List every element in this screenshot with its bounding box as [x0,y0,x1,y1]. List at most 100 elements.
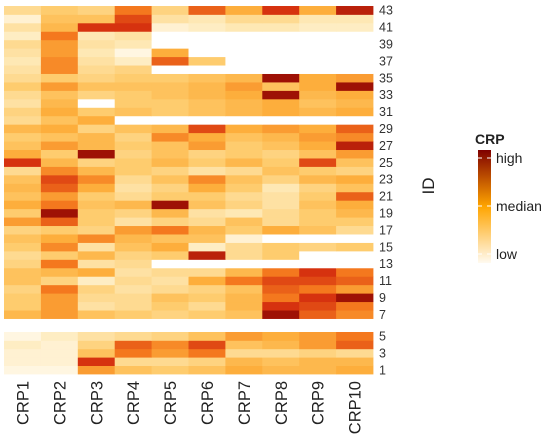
heatmap-cell [77,200,116,210]
heatmap-cell [225,191,263,201]
heatmap-cell [77,357,116,366]
heatmap-cell [4,141,42,151]
heatmap-cell [114,284,152,294]
heatmap-cell [225,208,263,218]
heatmap-cell [299,98,337,108]
heatmap-cell [40,310,79,319]
heatmap-cell [4,217,42,227]
y-tick-label: 7 [379,308,386,322]
heatmap-cell [336,208,374,218]
heatmap-cell [114,158,152,167]
heatmap-cell [299,14,337,24]
heatmap-cell [262,284,300,294]
heatmap-cell [40,14,79,24]
heatmap-cell [336,166,374,176]
heatmap-cell [151,22,189,32]
heatmap-cell [40,90,79,100]
heatmap-cell [114,174,152,184]
heatmap-cell [40,293,79,303]
heatmap-cell [77,340,116,350]
heatmap-cell [77,318,116,328]
heatmap-cell [114,48,152,58]
heatmap-cell [114,340,152,350]
heatmap-cell [225,14,263,24]
y-tick-label: 43 [379,4,393,18]
heatmap-cell [299,56,337,66]
heatmap-cell [262,90,300,100]
heatmap-cell [299,284,337,294]
heatmap-cell [40,115,79,125]
heatmap-cell [262,348,300,358]
heatmap-cell [336,365,374,375]
heatmap-cell [188,22,226,32]
heatmap-cell [77,276,116,286]
heatmap-cell [225,183,263,193]
heatmap-cell [299,22,337,32]
heatmap-cell [188,200,226,210]
heatmap-cell [262,191,300,201]
heatmap-cell [151,56,189,66]
legend-label-low: low [496,246,518,262]
heatmap-cell [262,56,300,66]
y-tick-label: 29 [379,122,393,136]
heatmap-cell [299,242,337,252]
heatmap-cell [114,250,152,260]
heatmap-cell [4,318,42,328]
heatmap-cell [4,348,42,358]
heatmap-cell [336,234,374,243]
heatmap-cell [77,348,116,358]
heatmap-cell [299,340,337,350]
heatmap-cell [299,234,337,243]
heatmap-cell [336,14,374,24]
heatmap-cell [114,183,152,193]
heatmap-cell [262,183,300,193]
x-tick-label: CRP4 [125,381,143,425]
heatmap-cell [336,124,374,134]
heatmap-cell [114,217,152,227]
heatmap-cell [299,39,337,49]
heatmap-cells [4,6,374,375]
heatmap-cell [188,107,226,117]
heatmap-cell [151,293,189,303]
heatmap-cell [4,158,42,167]
heatmap-cell [151,73,189,83]
heatmap-cell [151,65,189,74]
heatmap-cell [114,73,152,83]
heatmap-cell [336,56,374,66]
heatmap-cell [4,166,42,176]
heatmap-cell [114,200,152,210]
heatmap-cell [151,332,189,341]
y-axis-label: ID [419,178,438,195]
heatmap-cell [40,332,79,341]
heatmap-cell [4,234,42,243]
heatmap-cell [336,158,374,167]
heatmap-cell [4,267,42,277]
heatmap-cell [225,56,263,66]
heatmap-cell [77,301,116,311]
heatmap-cell [114,90,152,100]
heatmap-cell [225,332,263,341]
x-tick-label: CRP3 [88,381,106,425]
heatmap-cell [225,107,263,117]
heatmap-cell [262,357,300,366]
heatmap-cell [77,217,116,227]
heatmap-cell [114,166,152,176]
heatmap-cell [4,174,42,184]
heatmap-cell [336,132,374,142]
heatmap-cell [114,234,152,243]
heatmap-cell [188,183,226,193]
heatmap-cell [114,141,152,151]
heatmap-cell [151,217,189,227]
heatmap-cell [336,191,374,201]
heatmap-cell [40,340,79,350]
heatmap-cell [299,158,337,167]
heatmap-cell [262,132,300,142]
heatmap-cell [336,115,374,125]
heatmap-cell [299,82,337,91]
heatmap-cell [151,310,189,319]
heatmap-cell [299,318,337,328]
heatmap-cell [225,115,263,125]
heatmap-cell [40,22,79,32]
heatmap-cell [4,107,42,117]
heatmap-cell [114,65,152,74]
